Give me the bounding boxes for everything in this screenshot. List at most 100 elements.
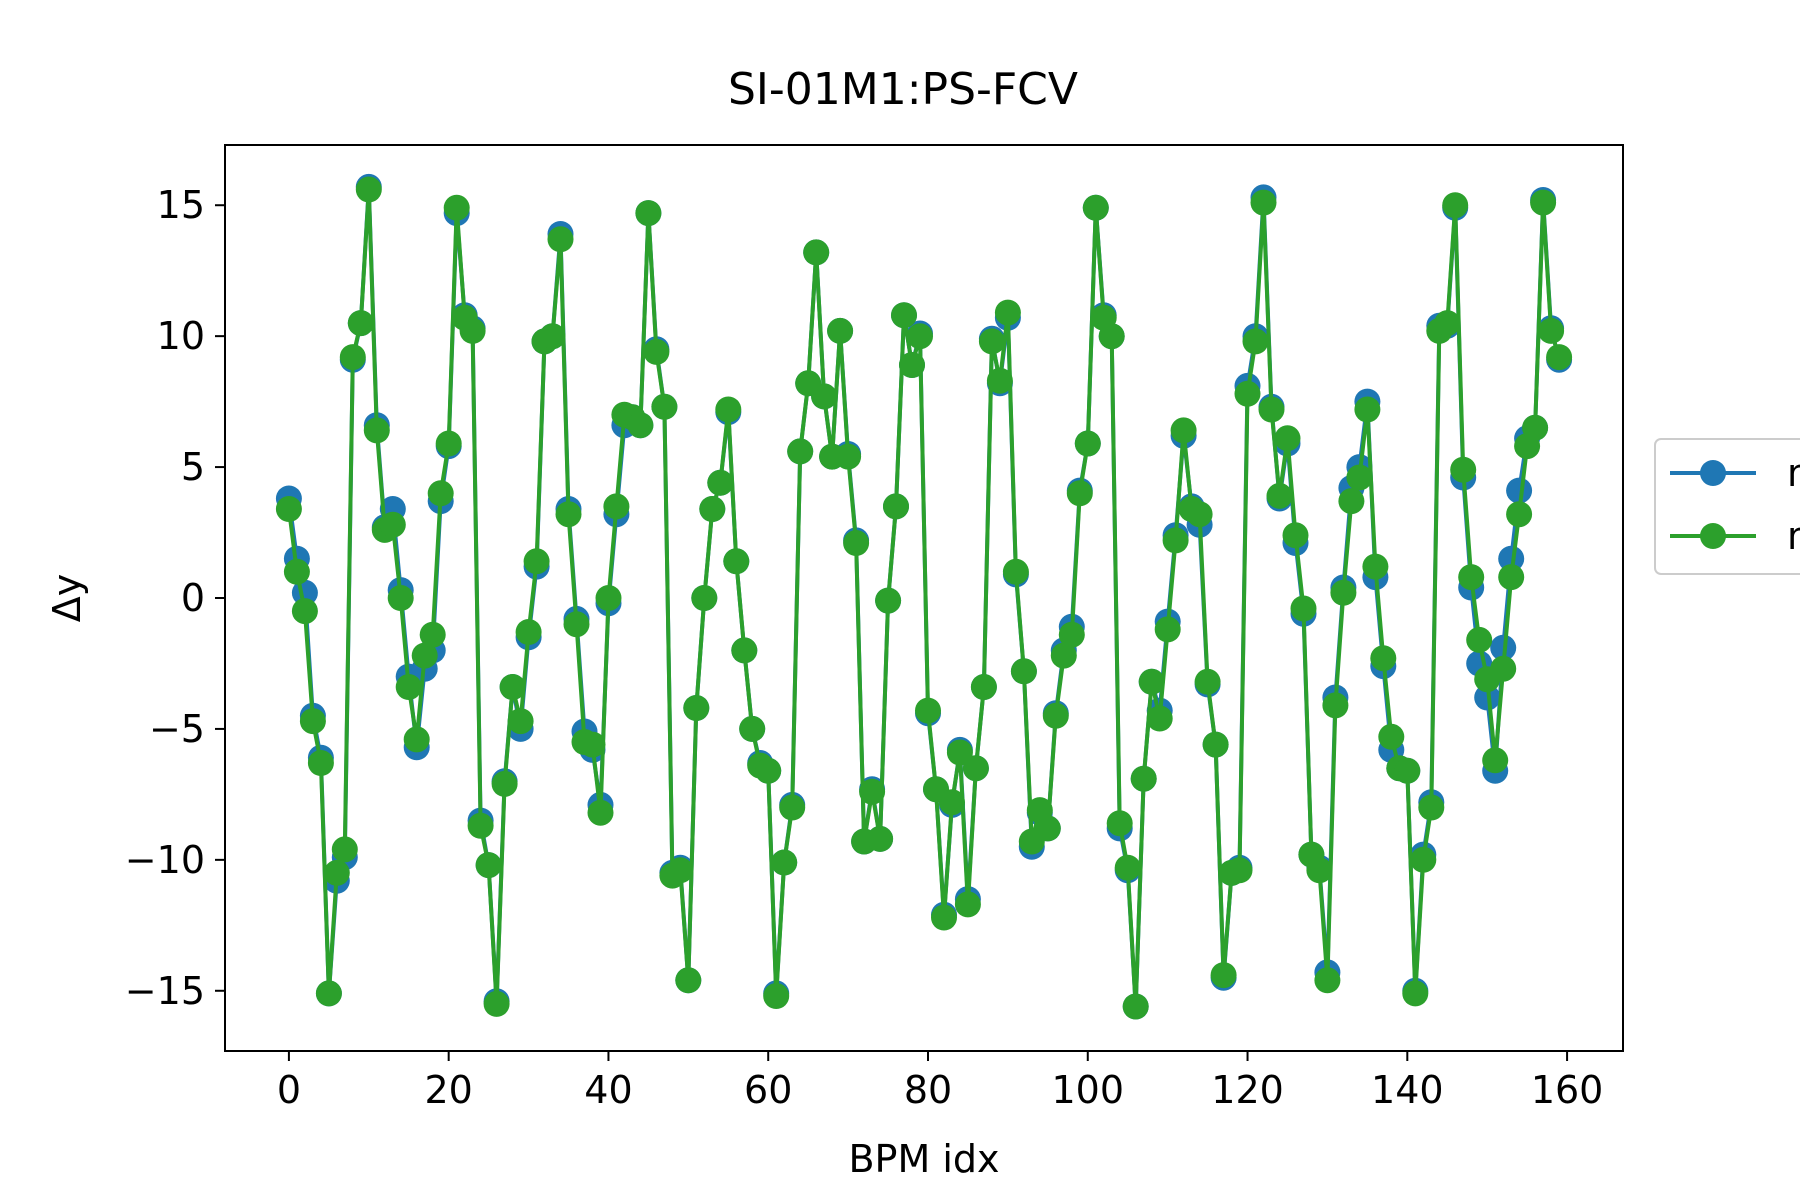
chart-title: SI-01M1:PS-FCV [728, 64, 1078, 115]
series-2-point [875, 587, 902, 614]
series-2-point [547, 226, 574, 253]
series-2-point [1434, 310, 1461, 337]
series-2-point [1498, 564, 1525, 591]
series-2-point [1490, 655, 1517, 682]
x-axis: 0 20 40 60 80 100 120 140 160 [277, 1051, 1604, 1112]
legend-marker-1 [1700, 460, 1726, 486]
series-2-point [419, 621, 446, 648]
series-2-point [1146, 705, 1173, 732]
series-2-point [323, 859, 350, 886]
series-2-point [1002, 558, 1029, 585]
legend-label-1: m [1787, 451, 1800, 495]
series-2-point [763, 983, 790, 1009]
x-tick-label: 140 [1371, 1068, 1444, 1112]
series-2-point [283, 558, 310, 585]
series-2-point [803, 239, 830, 266]
series-2-point [435, 430, 462, 457]
series-2-point [1034, 815, 1061, 842]
y-tick-label: 10 [157, 314, 205, 358]
series-2-point [915, 697, 941, 724]
series-2-point [579, 731, 606, 758]
series-2-point [587, 799, 614, 826]
series-2-point [475, 852, 502, 879]
series-2-point [1466, 626, 1493, 653]
series-2-point [355, 176, 382, 203]
y-tick-label: 0 [181, 576, 205, 620]
series-2-point [899, 352, 925, 378]
series-2-point [859, 778, 886, 805]
series-2-point [1394, 757, 1421, 784]
x-tick-label: 160 [1531, 1068, 1604, 1112]
series-1-point [1506, 477, 1533, 504]
series-2-point [1162, 527, 1189, 554]
x-tick-label: 120 [1211, 1068, 1284, 1112]
series-2-point [939, 789, 965, 816]
series-2-point [1306, 857, 1333, 884]
series-2-point [1458, 564, 1485, 591]
series-2-point [946, 739, 973, 766]
series-2-point [1194, 668, 1221, 695]
legend-marker-2 [1700, 523, 1726, 549]
series-2-point [779, 794, 806, 821]
series-2-point [891, 302, 917, 329]
series-2-point [1258, 396, 1285, 423]
series-2-point [731, 637, 758, 664]
series-2-point [515, 619, 542, 645]
series-2-point [715, 396, 742, 423]
series-2-point [691, 585, 718, 611]
series-2-point [427, 480, 454, 507]
x-tick-label: 40 [584, 1068, 632, 1112]
series-2-point [331, 836, 358, 863]
series-2-point [403, 726, 430, 753]
series-2-point [1370, 645, 1397, 672]
series-2-point [539, 323, 566, 350]
x-tick-label: 60 [744, 1068, 792, 1112]
series-2-point [667, 857, 694, 884]
series-2-point [1202, 731, 1229, 758]
series-2-point [387, 585, 414, 611]
series-2-point [739, 715, 766, 742]
series-2-point [931, 904, 957, 931]
series-2-point [1074, 430, 1101, 457]
y-tick-label: −10 [125, 838, 205, 882]
y-tick-label: −5 [149, 707, 205, 751]
series-2-point [962, 755, 989, 782]
series-2-point [563, 611, 590, 638]
series-2-point [867, 825, 894, 852]
series-2-point [1130, 765, 1157, 792]
series-2-point [771, 849, 798, 876]
series-2-point [1250, 189, 1277, 216]
series-2-point [467, 812, 494, 839]
series-2-point [1066, 480, 1093, 507]
series-2-point [1098, 323, 1125, 350]
series-2-point [1402, 980, 1429, 1007]
series-2-point [675, 967, 702, 994]
series-2-point [1362, 553, 1389, 580]
series-2-point [883, 493, 909, 520]
series-2-point [1106, 810, 1133, 837]
series-2-point [1378, 723, 1405, 750]
legend-label-2: m [1787, 514, 1800, 558]
series-2-line [286, 187, 1562, 1009]
x-tick-label: 80 [904, 1068, 952, 1112]
series-2-point [635, 200, 662, 227]
series-2-point [835, 443, 862, 470]
x-tick-label: 0 [277, 1068, 301, 1112]
x-tick-label: 20 [425, 1068, 473, 1112]
series-2-point [1482, 747, 1509, 774]
series-2-point [363, 417, 390, 444]
x-axis-label: BPM idx [848, 1137, 999, 1181]
series-2-point [1082, 194, 1109, 221]
series-2-point [970, 674, 997, 700]
series-2-point [1290, 595, 1317, 622]
series-2-point [723, 548, 750, 575]
series-2-point [523, 548, 550, 575]
series-2-point [1210, 962, 1237, 989]
series-2-point [1546, 344, 1573, 371]
series-2-point [994, 299, 1021, 326]
series-2-point [395, 674, 422, 700]
x-tick-label: 100 [1052, 1068, 1125, 1112]
series-2-point [1418, 794, 1445, 821]
y-tick-label: 15 [157, 183, 205, 227]
series-2-point [1186, 501, 1213, 528]
